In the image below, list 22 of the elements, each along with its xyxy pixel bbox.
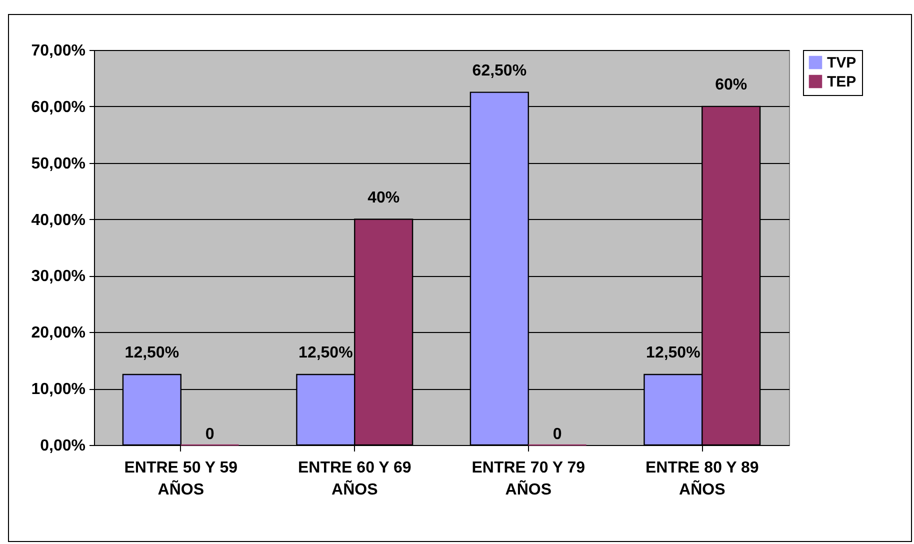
- data-label: 12,50%: [298, 344, 353, 362]
- data-label: 60%: [715, 76, 748, 94]
- y-tick-label: 10,00%: [31, 381, 86, 398]
- data-label: 12,50%: [124, 344, 180, 362]
- data-label: 40%: [368, 189, 400, 206]
- y-tick-label: 50,00%: [31, 155, 86, 172]
- data-label: 0: [205, 426, 214, 443]
- x-tick-label: ENTRE 60 Y 69 AÑOS: [298, 460, 412, 498]
- data-label: 0: [552, 426, 562, 443]
- y-tick-label: 70,00%: [31, 42, 86, 60]
- data-label: 12,50%: [646, 344, 700, 362]
- data-label: 62,50%: [472, 62, 527, 80]
- legend-label: TEP: [827, 74, 856, 90]
- y-tick-label: 0,00%: [40, 438, 86, 454]
- x-tick-label: ENTRE 80 Y 89 AÑOS: [646, 460, 759, 498]
- y-tick-label: 40,00%: [31, 212, 86, 229]
- x-tick-label: ENTRE 70 Y 79 AÑOS: [472, 460, 586, 498]
- y-tick-label: 20,00%: [31, 324, 86, 342]
- y-tick-label: 30,00%: [31, 268, 86, 286]
- legend-label: TVP: [827, 54, 856, 72]
- x-tick-label: ENTRE 50 Y 59 AÑOS: [124, 460, 238, 498]
- y-tick-label: 60,00%: [31, 98, 86, 116]
